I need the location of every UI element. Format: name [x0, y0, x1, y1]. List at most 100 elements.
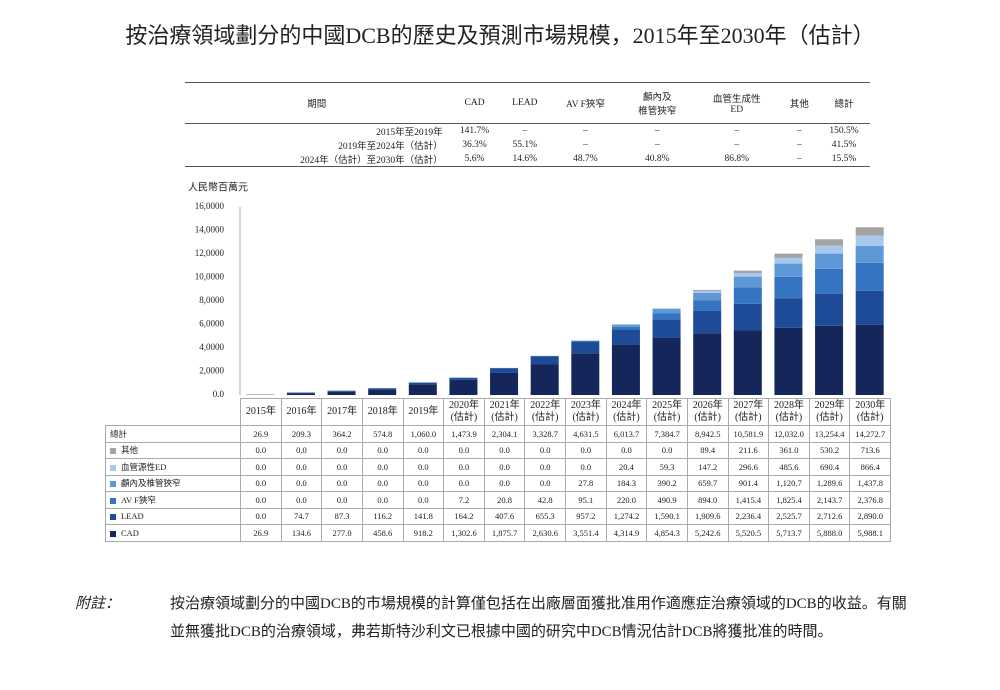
- total-cell: 3,328.7: [524, 425, 566, 443]
- series-row: 血管源性ED 0.0 0.0 0.0 0.0 0.0 0.0 0.0 0.0 0.0 20.4 59.…: [105, 458, 891, 476]
- y-tick-label: 4,0000: [199, 342, 224, 352]
- value-cell: 116.2: [361, 507, 404, 525]
- bar-segment: [855, 290, 884, 325]
- value-cell: 0.0: [402, 458, 445, 476]
- value-cell: 164.2: [443, 507, 485, 525]
- x-tick-label: 2030年 (估計): [849, 398, 891, 426]
- table-cell: –: [522, 126, 528, 136]
- bar-segment: [733, 276, 762, 288]
- bar-segment: [571, 353, 600, 395]
- x-tick-label: 2017年: [321, 398, 363, 426]
- legend-entry: LEAD: [105, 507, 241, 525]
- value-cell: 0.0: [524, 474, 566, 492]
- legend-label: 血管源性ED: [121, 461, 167, 472]
- bar-segment: [774, 327, 803, 395]
- table-cell: –: [734, 126, 740, 136]
- bar-segment: [693, 310, 722, 334]
- bar-segment: [652, 319, 681, 338]
- table-cell: 2024年（估計）至2030年（估計）: [300, 156, 443, 166]
- value-cell: 0.0: [280, 474, 323, 492]
- value-cell: 220.0: [605, 491, 648, 509]
- table-cell: 40.8%: [645, 154, 670, 164]
- table-cell: –: [796, 154, 802, 164]
- bar-segment: [490, 372, 519, 395]
- table-cell: 41.5%: [831, 140, 857, 150]
- value-cell: 7.2: [443, 491, 485, 509]
- value-cell: 361.0: [768, 441, 810, 459]
- value-cell: 1,825.4: [768, 491, 810, 509]
- bar-segment: [530, 355, 559, 357]
- value-cell: 1,120.7: [768, 474, 810, 492]
- value-cell: 277.0: [321, 524, 363, 542]
- bar-segment: [449, 377, 478, 380]
- total-cell: 26.9: [240, 425, 282, 443]
- value-cell: 690.4: [808, 458, 851, 476]
- total-cell: 1,060.0: [402, 425, 445, 443]
- value-cell: 390.2: [646, 474, 688, 492]
- legend-swatch: [110, 497, 116, 504]
- y-tick-label: 14,0000: [195, 225, 225, 235]
- value-cell: 0.0: [361, 458, 404, 476]
- value-cell: 2,525.7: [768, 507, 810, 525]
- bar-segment: [368, 388, 397, 390]
- header-row: 期間 CAD LEAD AV F狹窄 顱內及 椎管狹窄 血管生成性 ED 其他 總計: [185, 82, 870, 124]
- table-cell: 36.3%: [462, 140, 487, 150]
- legend-label: LEAD: [121, 511, 144, 522]
- value-cell: 5,520.5: [727, 524, 770, 542]
- legend-swatch: [110, 464, 116, 471]
- value-cell: 2,376.8: [849, 491, 891, 509]
- bar-segment: [408, 382, 437, 385]
- value-cell: 0.0: [361, 441, 404, 459]
- value-cell: 5,988.1: [849, 524, 891, 542]
- table-cell: –: [654, 140, 660, 150]
- table-cell: 141.7%: [459, 126, 490, 136]
- header-cell: LEAD: [500, 82, 550, 124]
- value-cell: 485.6: [768, 458, 810, 476]
- total-cell: 10,581.9: [727, 425, 770, 443]
- value-cell: 894.0: [686, 491, 729, 509]
- bar-segment: [855, 262, 884, 291]
- table-cell: –: [583, 140, 588, 150]
- value-cell: 0.0: [240, 507, 282, 525]
- legend-swatch: [110, 514, 116, 521]
- bar-segment: [733, 330, 762, 395]
- value-cell: 490.9: [646, 491, 688, 509]
- value-cell: 0.0: [646, 441, 688, 459]
- table-row: 2019年至2024年（估計） 36.3% 55.1% – – – – 41.5%: [185, 138, 870, 152]
- table-cell: 48.7%: [573, 154, 598, 164]
- bar-segment: [530, 356, 559, 365]
- value-cell: 0.0: [240, 491, 282, 509]
- value-cell: 713.6: [849, 441, 891, 459]
- value-cell: 659.7: [686, 474, 729, 492]
- bar-segment: [652, 308, 681, 309]
- table-cell: 150.5%: [829, 126, 859, 136]
- value-cell: 1,274.2: [605, 507, 648, 525]
- x-tick-label: 2015年: [240, 398, 282, 426]
- value-cell: 1,875.7: [483, 524, 526, 542]
- value-cell: 20.4: [605, 458, 648, 476]
- x-tick-label: 2023年 (估計): [565, 398, 607, 426]
- value-cell: 0.0: [280, 441, 323, 459]
- value-cell: 0.0: [483, 474, 526, 492]
- x-tick-label: 2018年: [361, 398, 404, 426]
- table-cell: 86.8%: [724, 154, 750, 164]
- value-cell: 407.6: [483, 507, 526, 525]
- header-cell: AV F狹窄: [549, 82, 622, 124]
- bar-segment: [652, 313, 681, 320]
- value-cell: 59.3: [646, 458, 688, 476]
- x-tick-label: 2027年 (估計): [727, 398, 770, 426]
- x-tick-label: 2029年 (估計): [808, 398, 851, 426]
- table-row: 2015年至2019年 141.7% – – – – – 150.5%: [185, 124, 870, 138]
- value-cell: 0.0: [443, 458, 485, 476]
- value-cell: 1,415.4: [727, 491, 770, 509]
- bar-segment: [815, 325, 844, 395]
- table-cell: 2019年至2024年（估計）: [338, 142, 443, 152]
- legend-swatch: [110, 481, 116, 488]
- value-cell: 95.1: [565, 491, 607, 509]
- year-row: 2015年 2016年 2017年 2018年 2019年 2020年 (估計) 2021年…: [106, 398, 891, 426]
- table-cell: 2015年至2019年: [376, 128, 443, 138]
- x-tick-label: 2026年 (估計): [686, 398, 729, 426]
- value-cell: 957.2: [565, 507, 607, 525]
